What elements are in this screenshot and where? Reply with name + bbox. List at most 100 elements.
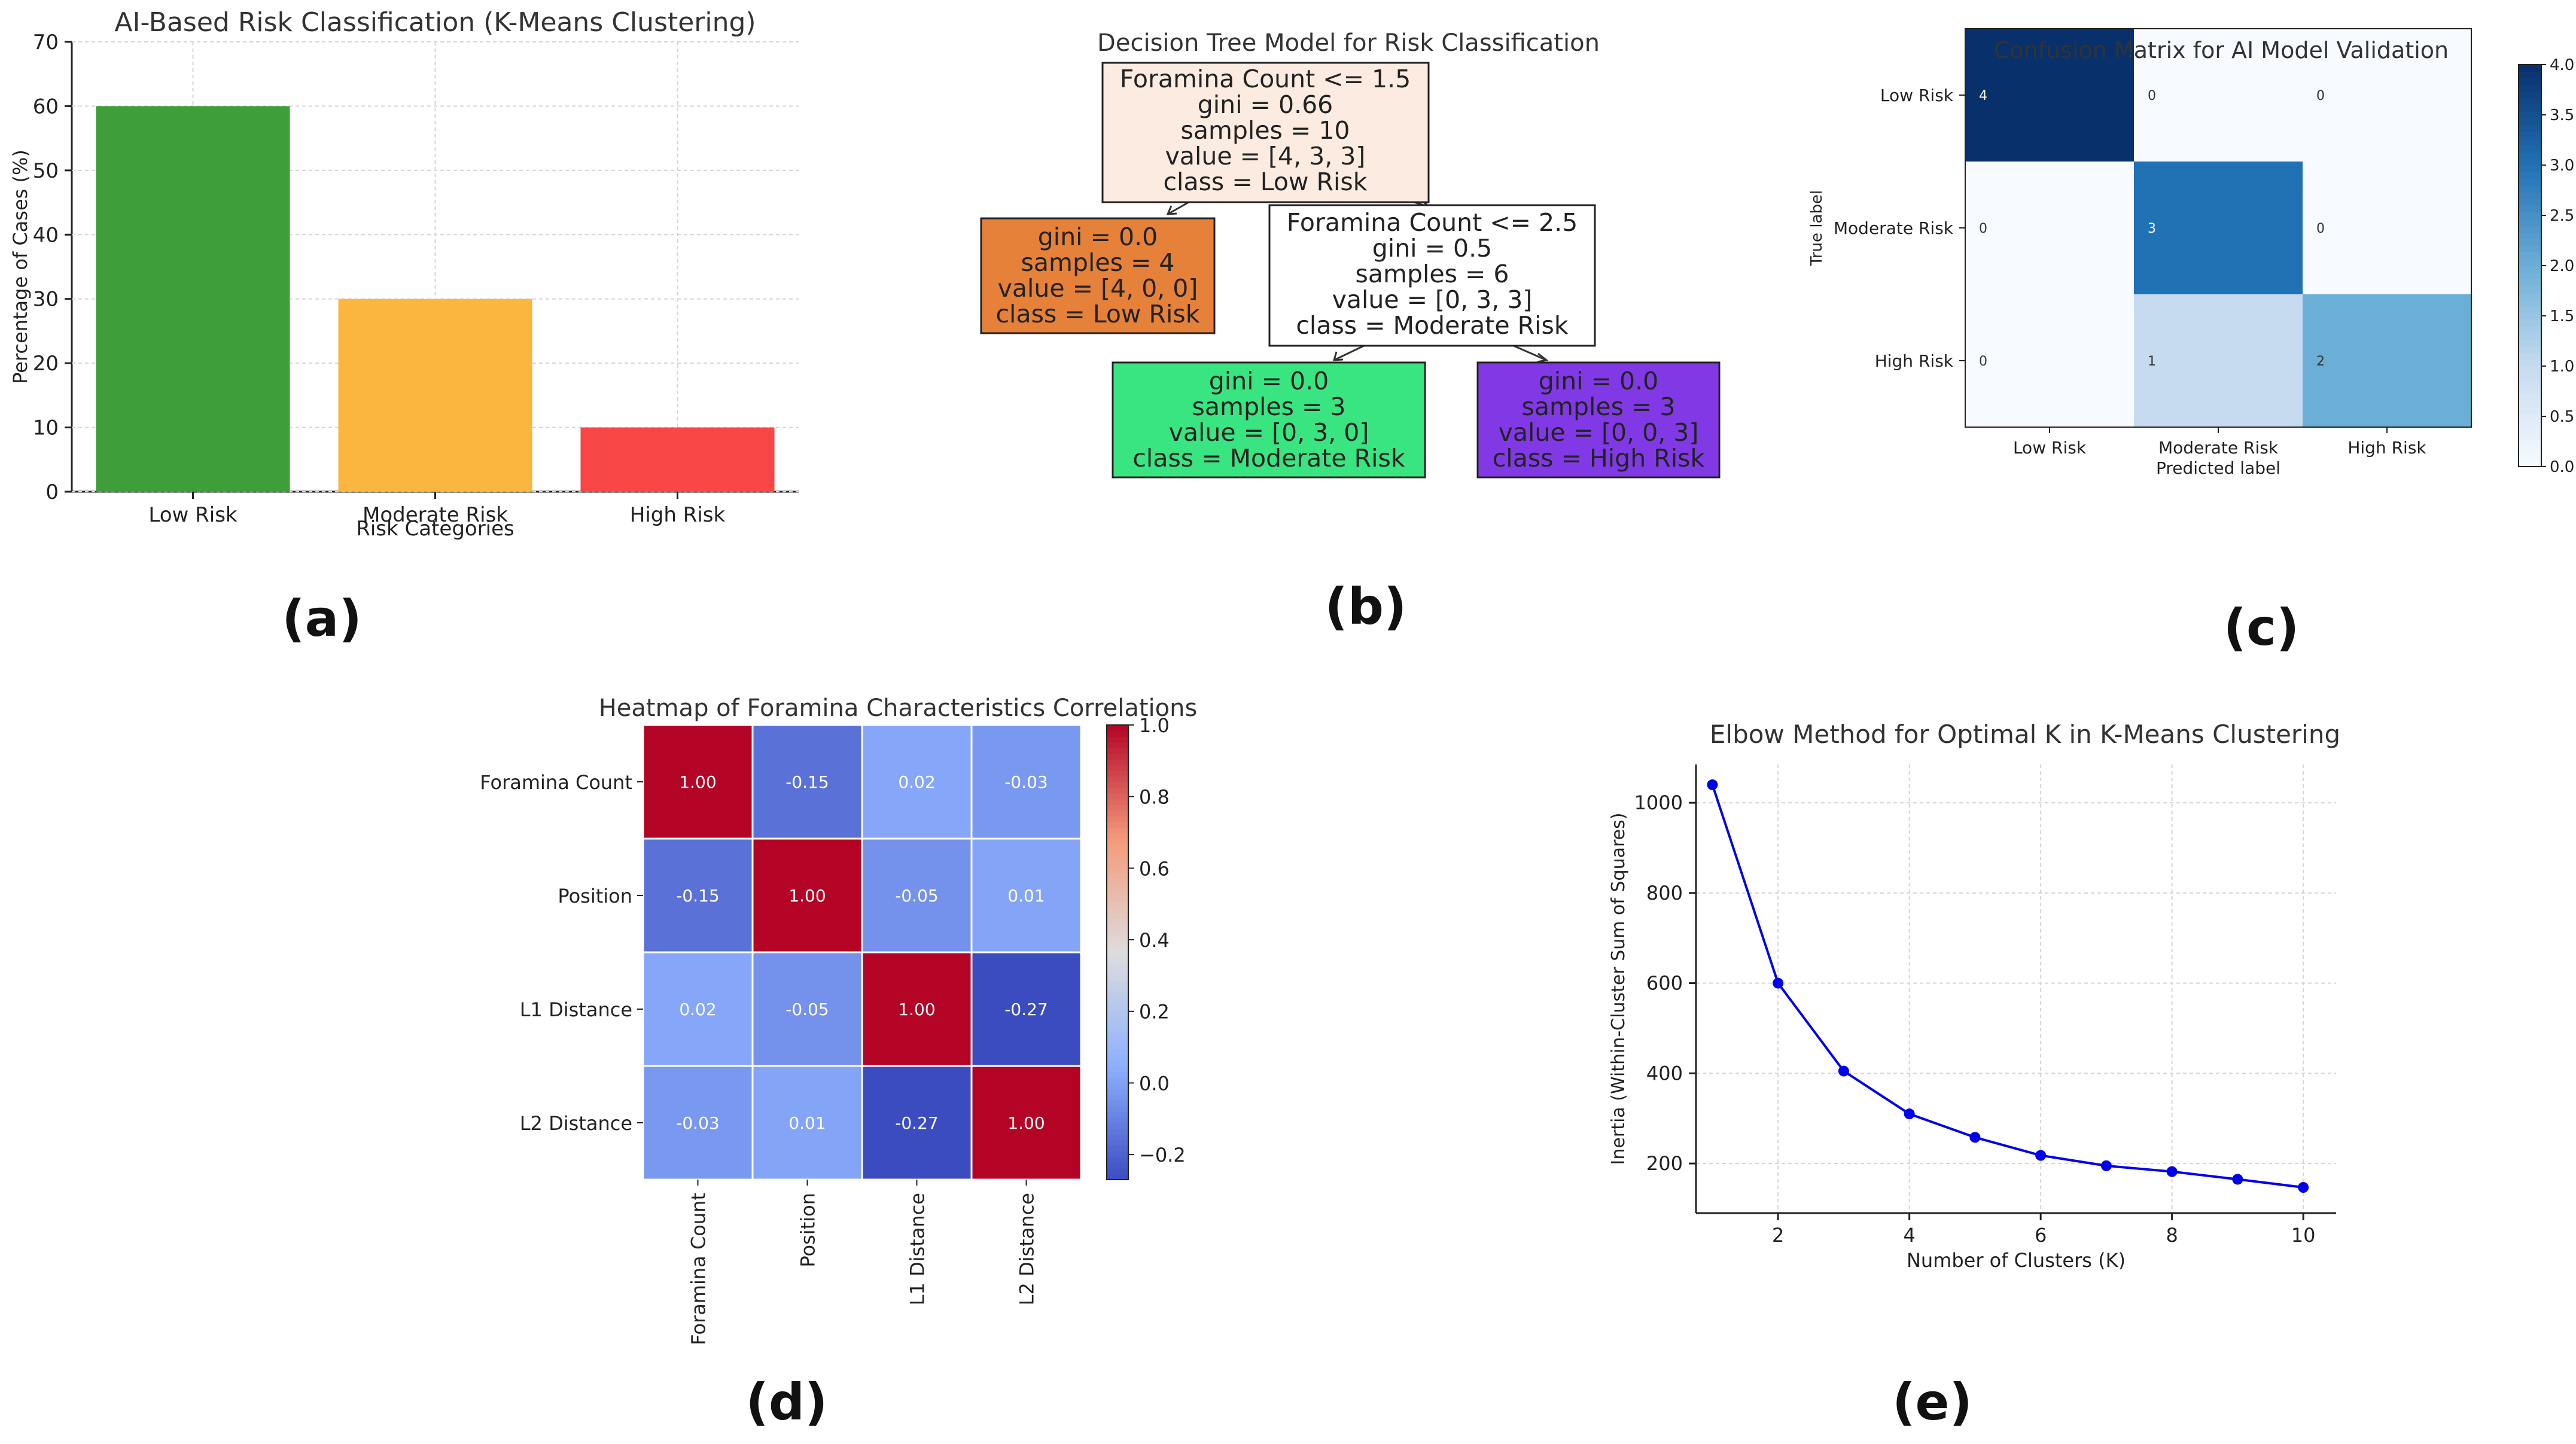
cm-colorbar-segment (2519, 145, 2541, 153)
tree-node-root-box (1101, 62, 1430, 203)
heatmap-colorbar-segment (1107, 833, 1128, 839)
heatmap-cell (861, 1065, 973, 1181)
cm-col-label: Low Risk (2013, 438, 2087, 458)
cm-cell-value: 0 (2316, 89, 2325, 103)
data-point-inertia (1838, 1065, 1849, 1077)
tree-node-text: gini = 0.0 (1209, 367, 1329, 395)
cm-colorbar-segment (2519, 433, 2541, 440)
panel-label-e: (e) (1892, 1373, 1972, 1431)
data-point-inertia (1904, 1108, 1915, 1120)
heatmap-colorbar-segment (1107, 1003, 1128, 1010)
cm-colorbar-segment (2519, 132, 2541, 139)
heatmap-colorbar-segment (1107, 1134, 1128, 1141)
cm-cell (2303, 294, 2471, 427)
cm-colorbar-segment (2519, 392, 2541, 400)
xtick-label-e: 10 (2291, 1224, 2316, 1247)
panel-b-decision-tree: Decision Tree Model for Risk Classificat… (933, 18, 1771, 556)
tree-title: Decision Tree Model for Risk Classificat… (1097, 29, 1600, 57)
cm-colorbar-segment (2519, 440, 2541, 447)
heatmap-colorbar-segment (1107, 799, 1128, 805)
cm-colorbar-segment (2519, 366, 2541, 373)
heatmap-colorbar-segment (1107, 980, 1128, 987)
heatmap-cell (970, 951, 1082, 1067)
tree-node-right-left: gini = 0.0 samples = 3 value = [0, 3, 0]… (1112, 361, 1426, 479)
cm-colorbar-segment (2519, 105, 2541, 112)
cm-cell (1965, 294, 2134, 427)
cm-colorbar-segment (2519, 413, 2541, 421)
ytick-label-e: 600 (1646, 972, 1683, 995)
heatmap-colorbar-segment (1107, 770, 1128, 777)
heatmap-colorbar-label: 0.0 (1139, 1072, 1170, 1095)
cm-colorbar-segment (2519, 205, 2541, 213)
tree-node-text: gini = 0.0 (1539, 367, 1658, 395)
cm-colorbar-segment (2519, 218, 2541, 226)
xtick-label-e: 4 (1903, 1224, 1915, 1247)
bar-high-risk (580, 427, 775, 492)
chart-e-xlabel: Number of Clusters (K) (1907, 1249, 2126, 1272)
cm-colorbar-segment (2519, 446, 2541, 454)
heatmap-colorbar-label: 0.4 (1139, 929, 1170, 952)
panel-label-c: (c) (2223, 598, 2300, 657)
heatmap-colorbar-segment (1107, 1157, 1128, 1163)
heatmap-cell-value: 0.01 (1007, 886, 1045, 906)
chart-e-ylabel: Inertia (Within-Cluster Sum of Squares) (1608, 813, 1629, 1165)
heatmap-cell (751, 951, 863, 1067)
tree-node-text: class = Moderate Risk (1132, 444, 1405, 473)
heatmap-cell-value: -0.27 (895, 1113, 938, 1133)
heatmap-colorbar-segment (1107, 793, 1128, 800)
data-point-inertia (2100, 1160, 2112, 1171)
chart-e-svg: 2 4 6 8 10 200 400 600 800 1000 Elbow Method for O… (1608, 720, 2340, 1272)
ytick-label-a: 0 (45, 480, 59, 504)
heatmap-colorbar-segment (1107, 907, 1128, 913)
heatmap-colorbar-segment (1107, 1162, 1128, 1169)
cm-cell (2303, 162, 2471, 294)
cm-colorbar-segment (2519, 346, 2541, 354)
cm-colorbar-segment (2519, 279, 2541, 287)
chart-e-title: Elbow Method for Optimal K in K-Means Cl… (1710, 720, 2340, 749)
heatmap-col-label: L2 Distance (1016, 1193, 1039, 1305)
cm-colorbar-segment (2519, 252, 2541, 260)
heatmap-colorbar-segment (1107, 855, 1128, 862)
tree-node-text: samples = 3 (1522, 392, 1676, 421)
tree-node-text: Foramina Count <= 2.5 (1287, 208, 1578, 237)
heatmap-cell (861, 724, 973, 840)
panel-e-elbow-chart: 2 4 6 8 10 200 400 600 800 1000 Elbow Method for O… (1585, 706, 2387, 1280)
heatmap-cell-value: -0.03 (676, 1113, 719, 1133)
cm-colorbar-segment (2519, 124, 2541, 132)
cm-cell (2134, 294, 2303, 427)
cm-cell-value: 1 (2148, 354, 2156, 369)
cm-colorbar-segment (2519, 299, 2541, 306)
cm-row-label: High Risk (1875, 351, 1954, 371)
cm-colorbar-segment (2519, 373, 2541, 380)
heatmap-row-label: L1 Distance (520, 998, 632, 1021)
tree-node-text: samples = 3 (1192, 392, 1346, 421)
tree-node-text: samples = 10 (1180, 116, 1350, 145)
ytick-label-a: 20 (33, 352, 59, 376)
arrowhead-right-right (1537, 352, 1549, 363)
heatmap-colorbar-segment (1107, 827, 1128, 834)
heatmap-colorbar-segment (1107, 850, 1128, 857)
chart-d-svg: 1.00 -0.15 0.02 -0.03 -0.15 1.00 -0.05 0.01 0.02… (480, 694, 1197, 1345)
xtick-label-a: High Risk (630, 503, 726, 527)
heatmap-cell-value: 0.01 (788, 1113, 826, 1133)
chart-a-svg: 0 10 20 30 40 50 60 70 Low Risk Moderate Risk High… (9, 7, 799, 541)
arrowhead-root-left (1166, 205, 1177, 215)
panel-label-a: (a) (282, 589, 362, 648)
data-point-inertia (1707, 779, 1718, 790)
tree-node-text: value = [0, 0, 3] (1499, 418, 1699, 447)
cm-colorbar-segment (2519, 158, 2541, 166)
cm-colorbar-segment (2519, 400, 2541, 407)
chart-c-svg: 4 0 0 0 3 0 0 1 2 Low Risk Moderate Risk High Risk L… (1808, 28, 2574, 478)
cm-colorbar-label: 2.5 (2550, 207, 2574, 225)
cm-cell (2134, 29, 2303, 162)
tree-node-text: class = Low Risk (996, 300, 1200, 328)
tree-node-text: value = [0, 3, 0] (1169, 418, 1369, 447)
heatmap-colorbar-segment (1107, 839, 1128, 845)
heatmap-colorbar-segment (1107, 1083, 1128, 1089)
cm-cell (2303, 29, 2471, 162)
heatmap-col-label: Foramina Count (687, 1193, 710, 1345)
heatmap-colorbar-segment (1107, 998, 1128, 1004)
heatmap-colorbar-segment (1107, 725, 1128, 732)
heatmap-cell-value: 1.00 (788, 886, 826, 906)
cm-colorbar-label: 2.0 (2550, 257, 2574, 275)
